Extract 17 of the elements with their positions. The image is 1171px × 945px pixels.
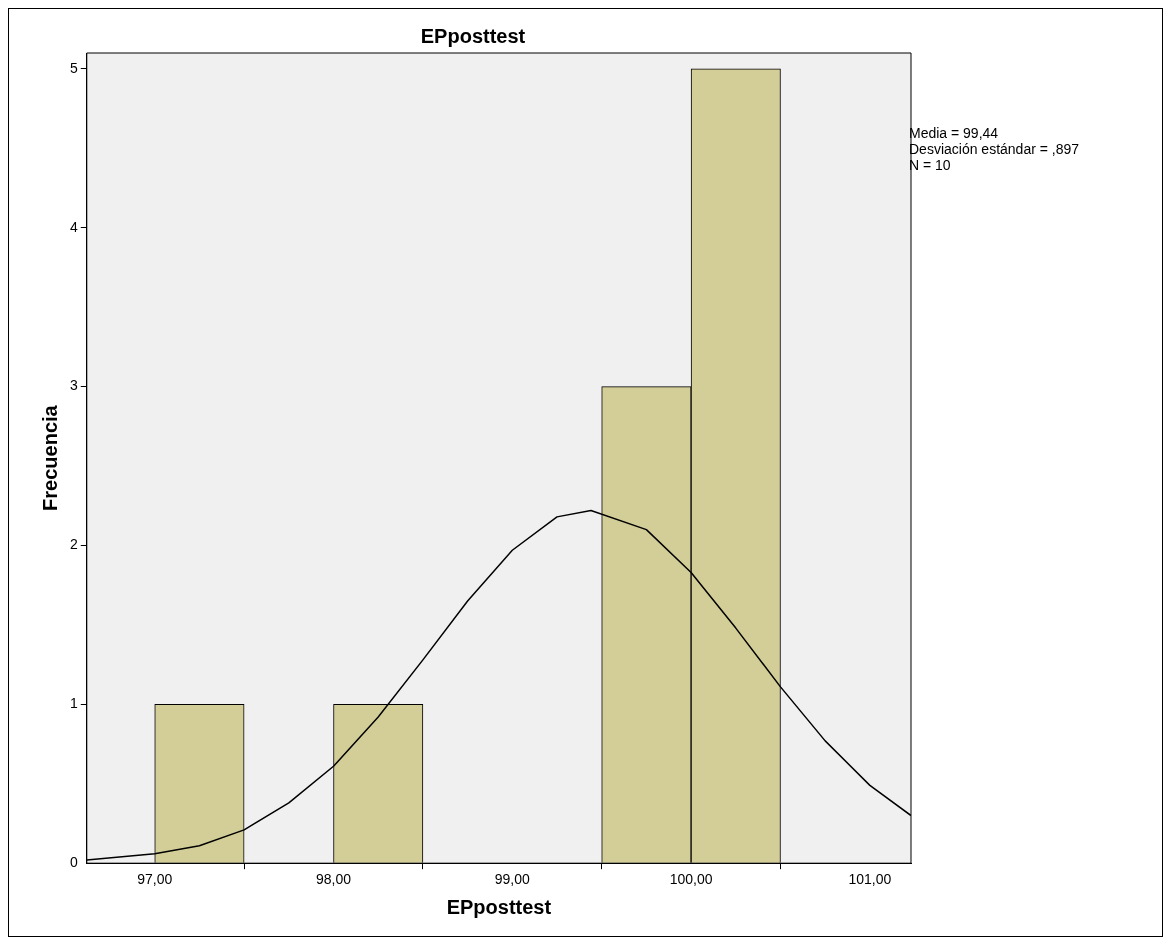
y-tick-label: 5 xyxy=(69,59,78,76)
x-axis-title: EPposttest xyxy=(446,895,552,918)
x-tick-label: 97,00 xyxy=(137,871,173,888)
annotation: N = 10 xyxy=(909,157,952,173)
y-axis-title: Frecuencia xyxy=(38,404,61,511)
x-tick-label: 101,00 xyxy=(848,871,892,888)
x-tick-label: 98,00 xyxy=(315,871,352,888)
chart-title: EPposttest xyxy=(420,24,526,47)
y-tick-label: 4 xyxy=(69,218,78,235)
y-tick-label: 1 xyxy=(69,695,78,712)
y-tick-label: 0 xyxy=(69,854,78,871)
y-tick-label: 3 xyxy=(69,377,78,394)
x-tick-label: 100,00 xyxy=(669,871,713,888)
annotation: Media = 99,44 xyxy=(909,125,1000,141)
annotation: Desviación estándar = ,897 xyxy=(909,141,1080,157)
x-tick-label: 99,00 xyxy=(494,871,531,888)
y-tick-label: 2 xyxy=(69,536,78,553)
